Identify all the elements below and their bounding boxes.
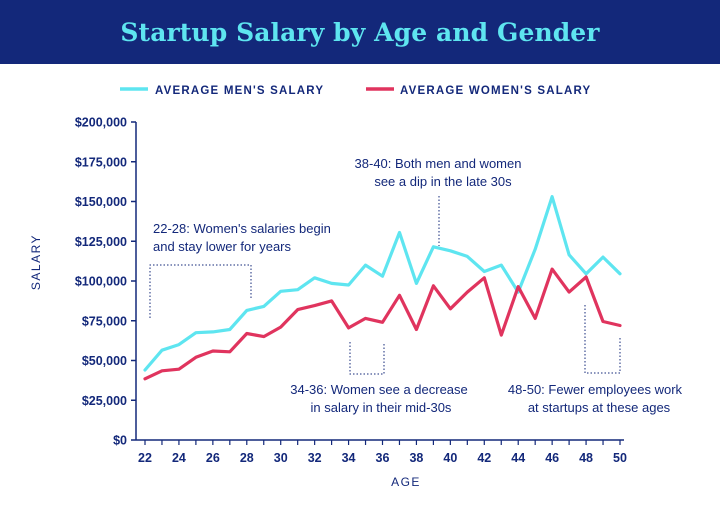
legend-label-women: AVERAGE WOMEN'S SALARY (400, 85, 591, 97)
x-tick-label: 50 (613, 451, 627, 465)
y-axis-title: SALARY (29, 234, 43, 290)
y-tick-label: $150,000 (75, 195, 127, 209)
y-tick-label: $100,000 (75, 275, 127, 289)
x-axis-ticks: 22 24 26 28 30 32 34 36 38 40 42 44 46 48 50 (138, 440, 627, 465)
x-tick-label: 44 (511, 451, 525, 465)
y-tick-label: $75,000 (82, 314, 127, 328)
series-line-men (143, 195, 622, 372)
annotation-38-40-line1: 38-40: Both men and women (355, 156, 522, 171)
y-tick-label: $175,000 (75, 155, 127, 169)
y-tick-label: $50,000 (82, 354, 127, 368)
x-tick-label: 32 (308, 451, 322, 465)
y-tick-label: $0 (113, 434, 127, 448)
x-tick-label: 38 (409, 451, 423, 465)
annotations: 22-28: Women's salaries begin and stay l… (153, 156, 683, 415)
legend-label-men: AVERAGE MEN'S SALARY (155, 85, 324, 97)
x-tick-label: 46 (545, 451, 559, 465)
x-tick-label: 48 (579, 451, 593, 465)
bracket-22-28 (149, 264, 252, 318)
x-axis-title: AGE (391, 475, 421, 489)
chart-title: Startup Salary by Age and Gender (120, 18, 600, 47)
x-tick-label: 36 (376, 451, 390, 465)
annotation-34-36-line2: in salary in their mid-30s (311, 400, 452, 415)
x-tick-label: 26 (206, 451, 220, 465)
title-banner: Startup Salary by Age and Gender (0, 0, 720, 64)
x-tick-label: 24 (172, 451, 186, 465)
annotation-brackets (149, 196, 621, 375)
annotation-48-50-line2: at startups at these ages (528, 400, 671, 415)
annotation-48-50-line1: 48-50: Fewer employees work (508, 382, 683, 397)
annotation-34-36-line1: 34-36: Women see a decrease (290, 382, 468, 397)
y-tick-label: $25,000 (82, 394, 127, 408)
bracket-48-50 (584, 305, 621, 374)
x-tick-label: 22 (138, 451, 152, 465)
y-tick-label: $125,000 (75, 235, 127, 249)
bracket-34-36 (349, 342, 385, 375)
legend: AVERAGE MEN'S SALARY AVERAGE WOMEN'S SAL… (120, 85, 591, 97)
y-axis-ticks: $0 $25,000 $50,000 $75,000 $100,000 $125,000 $… (75, 116, 136, 448)
annotation-22-28-line1: 22-28: Women's salaries begin (153, 221, 331, 236)
annotation-38-40-line2: see a dip in the late 30s (374, 174, 512, 189)
x-tick-label: 40 (443, 451, 457, 465)
x-tick-label: 28 (240, 451, 254, 465)
y-tick-label: $200,000 (75, 116, 127, 130)
x-tick-label: 42 (477, 451, 491, 465)
annotation-22-28-line2: and stay lower for years (153, 239, 292, 254)
x-tick-label: 34 (342, 451, 356, 465)
series-line-women (143, 267, 622, 381)
x-tick-label: 30 (274, 451, 288, 465)
series-layer (143, 195, 622, 381)
